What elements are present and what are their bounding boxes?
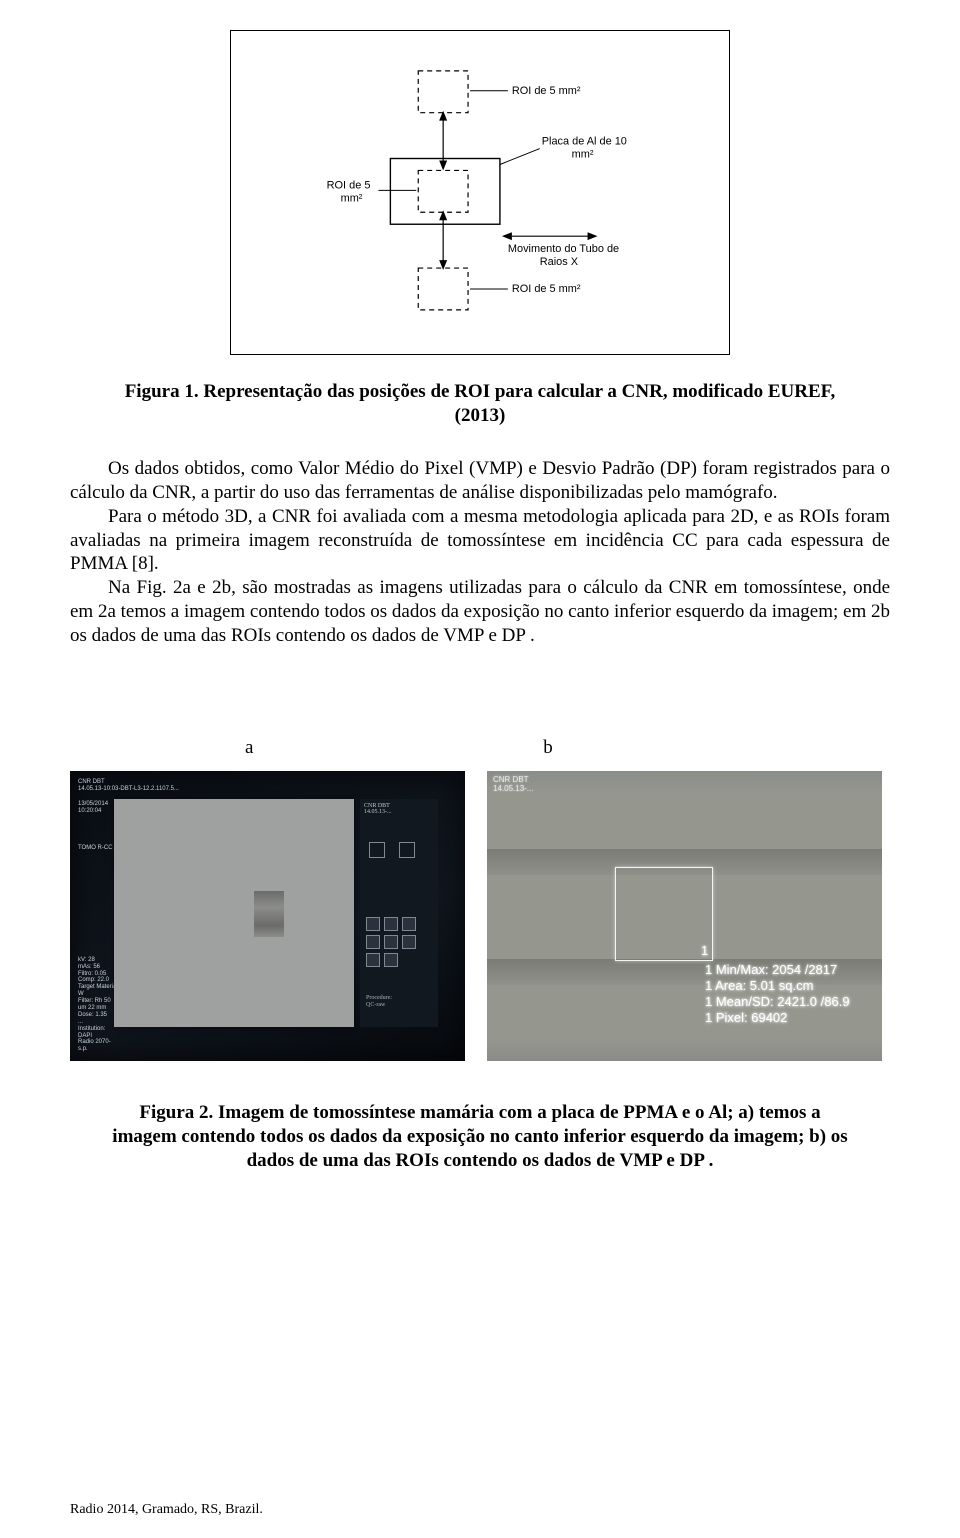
tool-icon xyxy=(384,935,398,949)
leader-plate xyxy=(500,149,540,165)
proc-l2: QC-raw xyxy=(366,1002,392,1009)
al-shadow xyxy=(254,891,284,937)
figure1-caption: Figura 1. Representação das posições de … xyxy=(110,380,850,428)
figure2b: CNR DBT 14.05.13-... 1 1 Min/Max: 2054 /… xyxy=(487,771,882,1061)
figure2-caption-prefix: Figura 2. xyxy=(139,1102,213,1123)
page-footer: Radio 2014, Gramado, RS, Brazil. xyxy=(70,1502,263,1518)
corner-text: CNR DBT 14.05.13-... xyxy=(493,775,533,793)
paragraph-2: Para o método 3D, a CNR foi avaliada com… xyxy=(70,505,890,576)
arrow-move-head-l xyxy=(502,232,512,240)
tool-icon xyxy=(384,953,398,967)
thumb-icon xyxy=(399,842,415,858)
roi-stat-area: 1 Area: 5.01 sq.cm xyxy=(705,978,850,994)
tool-icon xyxy=(402,917,416,931)
tool-icon xyxy=(384,917,398,931)
tool-icon xyxy=(366,935,380,949)
tomo-crop: CNR DBT 14.05.13-... 1 1 Min/Max: 2054 /… xyxy=(487,771,882,1061)
arrow-top-head2 xyxy=(439,161,447,171)
label-b: b xyxy=(543,737,553,759)
tool-icon xyxy=(366,917,380,931)
figure2-caption-text: Imagem de tomossíntese mamária com a pla… xyxy=(112,1102,847,1171)
figure1-caption-prefix: Figura 1. xyxy=(125,381,199,402)
roi-stat-minmax: 1 Min/Max: 2054 /2817 xyxy=(705,962,850,978)
tool-icon xyxy=(366,953,380,967)
figure1-caption-text: Representação das posições de ROI para c… xyxy=(203,381,835,426)
paragraph-1: Os dados obtidos, como Valor Médio do Pi… xyxy=(70,457,890,505)
side-panel: CNR DBT 14.05.13-... xyxy=(360,799,438,1027)
tool-grid xyxy=(364,915,434,969)
roi-center-rect xyxy=(418,170,468,212)
roi-rectangle xyxy=(615,867,713,961)
label-a: a xyxy=(245,737,253,759)
roi-stat-pixel: 1 Pixel: 69402 xyxy=(705,1010,850,1026)
thumb-icon xyxy=(369,842,385,858)
figure1-diagram: ROI de 5 mm² Placa de Al de 10 mm² ROI d… xyxy=(230,30,730,355)
figure2-caption: Figura 2. Imagem de tomossíntese mamária… xyxy=(110,1101,850,1172)
al-plate-rect xyxy=(390,159,500,225)
label-move-l2: Raios X xyxy=(540,256,579,268)
procedure-label: Procedure: QC-raw xyxy=(366,995,392,1009)
label-roi-left-l1: ROI de 5 xyxy=(327,179,371,191)
tool-icon xyxy=(402,935,416,949)
roi-stat-index: 1 xyxy=(701,943,850,959)
page: ROI de 5 mm² Placa de Al de 10 mm² ROI d… xyxy=(0,0,960,1538)
figure1-border: ROI de 5 mm² Placa de Al de 10 mm² ROI d… xyxy=(230,30,730,355)
overlay-top1: CNR DBT 14.05.13-10:03-DBT-L3-12.2.1107.… xyxy=(78,779,179,793)
side-top-text: CNR DBT 14.05.13-... xyxy=(364,803,392,815)
roi-stats: 1 1 Min/Max: 2054 /2817 1 Area: 5.01 sq.… xyxy=(705,943,850,1026)
label-plate-l1: Placa de Al de 10 xyxy=(542,136,627,148)
arrow-move-head-r xyxy=(588,232,598,240)
paragraph-3: Na Fig. 2a e 2b, são mostradas as imagen… xyxy=(70,576,890,647)
label-roi-top: ROI de 5 mm² xyxy=(512,85,581,97)
figure1-svg: ROI de 5 mm² Placa de Al de 10 mm² ROI d… xyxy=(241,41,719,340)
proc-l1: Procedure: xyxy=(366,995,392,1002)
monitor-bezel: CNR DBT 14.05.13-10:03-DBT-L3-12.2.1107.… xyxy=(70,771,465,1061)
thumb-row xyxy=(364,837,420,868)
label-roi-bottom: ROI de 5 mm² xyxy=(512,283,581,295)
label-plate-l2: mm² xyxy=(572,149,594,161)
subfigure-labels: a b xyxy=(70,737,890,759)
label-move-l1: Movimento do Tubo de xyxy=(508,243,619,255)
label-roi-left-l2: mm² xyxy=(341,192,363,204)
body-text: Os dados obtidos, como Valor Médio do Pi… xyxy=(70,457,890,647)
roi-top-rect xyxy=(418,71,468,113)
figure2a: CNR DBT 14.05.13-10:03-DBT-L3-12.2.1107.… xyxy=(70,771,465,1061)
roi-stat-meansd: 1 Mean/SD: 2421.0 /86.9 xyxy=(705,994,850,1010)
roi-bottom-rect xyxy=(418,268,468,310)
figure2-row: CNR DBT 14.05.13-10:03-DBT-L3-12.2.1107.… xyxy=(70,771,890,1061)
tomo-image xyxy=(114,799,354,1027)
overlay-top2: 13/05/2014 10:20:04 xyxy=(78,801,108,815)
